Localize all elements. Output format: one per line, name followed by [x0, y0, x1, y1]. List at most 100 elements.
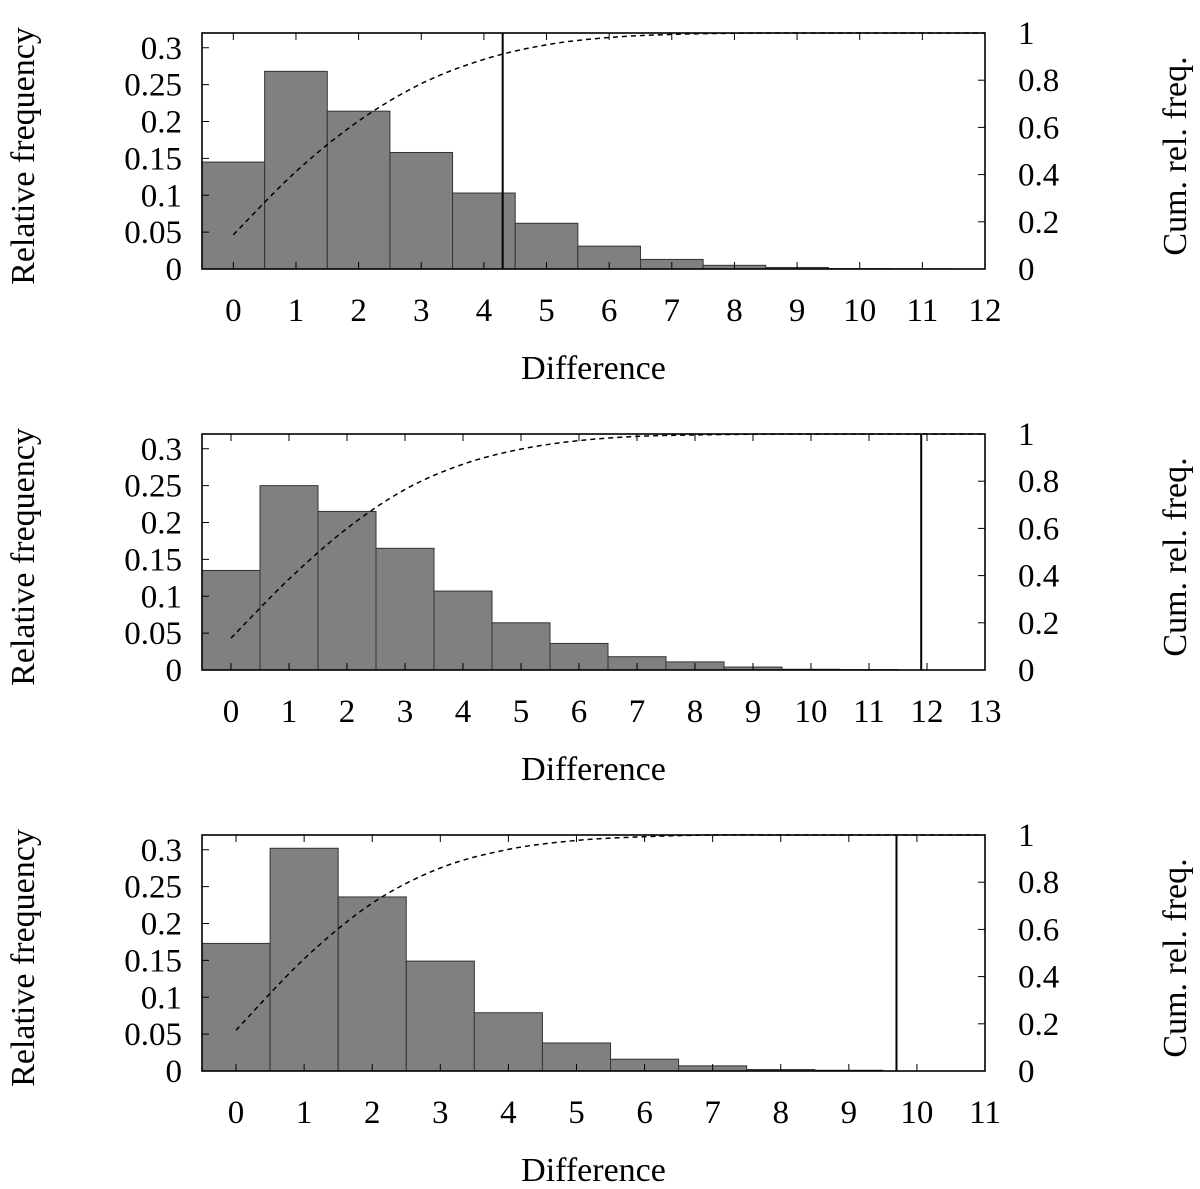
- y-tick-label: 0.25: [124, 870, 182, 906]
- y-tick-label: 0: [166, 252, 183, 288]
- y-tick-label: 0.05: [124, 215, 182, 251]
- y-tick-label: 0.15: [124, 141, 182, 177]
- y-tick-label: 0.05: [124, 1017, 182, 1053]
- y2-tick-label: 0.2: [1018, 606, 1059, 642]
- bar: [375, 547, 435, 671]
- bar: [337, 896, 407, 1072]
- cumulative-curve: [230, 433, 985, 639]
- bar: [514, 222, 579, 270]
- plot-frame: [201, 834, 986, 1072]
- y-axis-title: Relative frequency: [5, 428, 42, 686]
- x-tick-label: 1: [281, 694, 298, 730]
- x-tick-label: 8: [726, 293, 743, 329]
- x-tick-label: 8: [772, 1095, 789, 1131]
- y-tick-label: 0.25: [124, 469, 182, 505]
- y-tick-label: 0.3: [141, 31, 182, 67]
- x-tick-label: 12: [911, 694, 944, 730]
- y2-tick-label: 0.6: [1018, 511, 1059, 547]
- bar: [433, 590, 493, 671]
- bar: [201, 942, 271, 1072]
- x-tick-label: 9: [841, 1095, 858, 1131]
- y2-tick-label: 1: [1018, 818, 1035, 854]
- x-axis-title: Difference: [521, 350, 666, 387]
- x-tick-label: 5: [538, 293, 555, 329]
- y-axis-title: Relative frequency: [5, 27, 42, 285]
- x-tick-label: 1: [296, 1095, 313, 1131]
- x-tick-label: 4: [500, 1095, 517, 1131]
- x-tick-label: 4: [476, 293, 493, 329]
- y-tick-label: 0.1: [141, 178, 182, 214]
- y-tick-label: 0.3: [141, 432, 182, 468]
- bar: [264, 70, 328, 270]
- y2-tick-label: 0.2: [1018, 205, 1059, 241]
- x-tick-label: 11: [969, 1095, 1001, 1131]
- y-tick-label: 0.15: [124, 943, 182, 979]
- x-tick-label: 6: [571, 694, 588, 730]
- y-tick-label: 0.1: [141, 980, 182, 1016]
- plot-frame: [201, 433, 986, 671]
- y2-tick-label: 0.4: [1018, 559, 1059, 595]
- chart-panel-2: 0 1 2 3 4 5 6 7 8 9 10 11 12 1300.050.10.150.20.250.3…: [5, 417, 1194, 788]
- bar: [201, 161, 266, 270]
- bar: [452, 192, 516, 270]
- y2-axis-title: Cum. rel. freq.: [1157, 457, 1194, 656]
- x-tick-label: 2: [350, 293, 367, 329]
- x-tick-label: 9: [789, 293, 806, 329]
- x-tick-label: 10: [843, 293, 876, 329]
- x-tick-label: 0: [223, 694, 240, 730]
- x-tick-label: 10: [795, 694, 828, 730]
- x-tick-label: 6: [636, 1095, 653, 1131]
- x-tick-label: 7: [704, 1095, 721, 1131]
- x-tick-label: 5: [568, 1095, 585, 1131]
- x-tick-label: 2: [364, 1095, 381, 1131]
- bar: [389, 151, 454, 270]
- y2-tick-label: 1: [1018, 417, 1035, 453]
- y2-tick-label: 0: [1018, 252, 1035, 288]
- y-tick-label: 0.1: [141, 579, 182, 615]
- y2-tick-label: 0.4: [1018, 158, 1059, 194]
- y2-tick-label: 0.8: [1018, 63, 1059, 99]
- x-tick-label: 11: [906, 293, 938, 329]
- bar: [201, 569, 261, 671]
- x-tick-label: 11: [853, 694, 885, 730]
- y-tick-label: 0.25: [124, 68, 182, 104]
- x-tick-label: 10: [900, 1095, 933, 1131]
- chart-panel-3: 0 1 2 3 4 5 6 7 8 9 10 1100.050.10.150.20.250.300.2…: [5, 818, 1194, 1189]
- y2-tick-label: 0: [1018, 1054, 1035, 1090]
- y2-tick-label: 0.6: [1018, 110, 1059, 146]
- y-tick-label: 0.2: [141, 907, 182, 943]
- y2-tick-label: 1: [1018, 16, 1035, 52]
- bar: [259, 485, 319, 671]
- y2-axis-title: Cum. rel. freq.: [1157, 858, 1194, 1057]
- y2-tick-label: 0.2: [1018, 1007, 1059, 1043]
- y-tick-label: 0: [166, 1054, 183, 1090]
- x-tick-label: 3: [413, 293, 430, 329]
- y-axis-title: Relative frequency: [5, 829, 42, 1087]
- y2-axis-title: Cum. rel. freq.: [1157, 56, 1194, 255]
- x-tick-label: 4: [455, 694, 472, 730]
- y-tick-label: 0.3: [141, 833, 182, 869]
- bar: [326, 110, 391, 270]
- x-tick-label: 7: [629, 694, 646, 730]
- bar: [269, 847, 339, 1072]
- chart-panel-1: 0 1 2 3 4 5 6 7 8 9 10 11 1200.050.10.150.20.250.300…: [5, 16, 1194, 387]
- x-axis-title: Difference: [521, 751, 666, 788]
- x-tick-label: 7: [664, 293, 681, 329]
- x-tick-label: 3: [432, 1095, 449, 1131]
- x-tick-label: 2: [339, 694, 356, 730]
- y2-tick-label: 0.8: [1018, 865, 1059, 901]
- x-tick-label: 1: [288, 293, 305, 329]
- bar: [317, 510, 377, 671]
- bar: [473, 1012, 543, 1072]
- y-tick-label: 0.05: [124, 616, 182, 652]
- bar: [405, 960, 475, 1072]
- bar: [491, 622, 551, 671]
- y-tick-label: 0: [166, 653, 183, 689]
- y2-tick-label: 0.8: [1018, 464, 1059, 500]
- plot-frame: [201, 32, 986, 270]
- y2-tick-label: 0.4: [1018, 960, 1059, 996]
- x-tick-label: 6: [601, 293, 618, 329]
- x-tick-label: 8: [687, 694, 704, 730]
- x-tick-label: 3: [397, 694, 414, 730]
